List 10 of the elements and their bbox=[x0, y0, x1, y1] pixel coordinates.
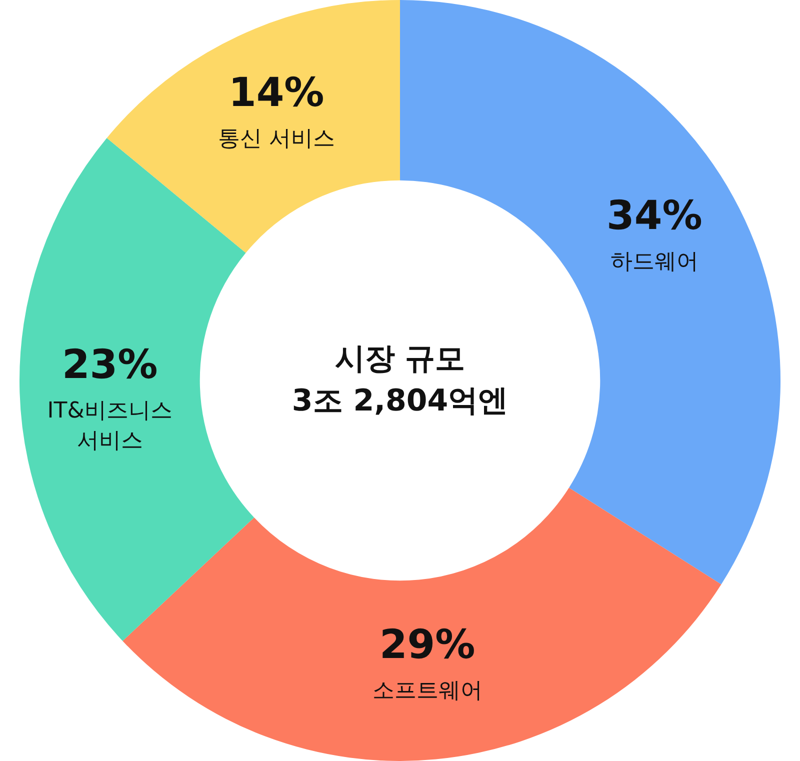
data-label: 29% bbox=[379, 622, 476, 668]
data-label: 23% bbox=[62, 342, 158, 388]
data-label: 34% bbox=[606, 193, 702, 240]
text: 시장 규모 bbox=[334, 341, 466, 376]
data-label: 14% bbox=[228, 70, 324, 116]
slice-label: IT&비즈니스 서비스 bbox=[47, 398, 172, 454]
text: 3조 2,804억엔 bbox=[292, 383, 508, 418]
slice-label: 소프트웨어 bbox=[372, 678, 482, 704]
slice-label: 통신 서비스 bbox=[218, 126, 335, 152]
slice-label: 하드웨어 bbox=[610, 249, 698, 274]
